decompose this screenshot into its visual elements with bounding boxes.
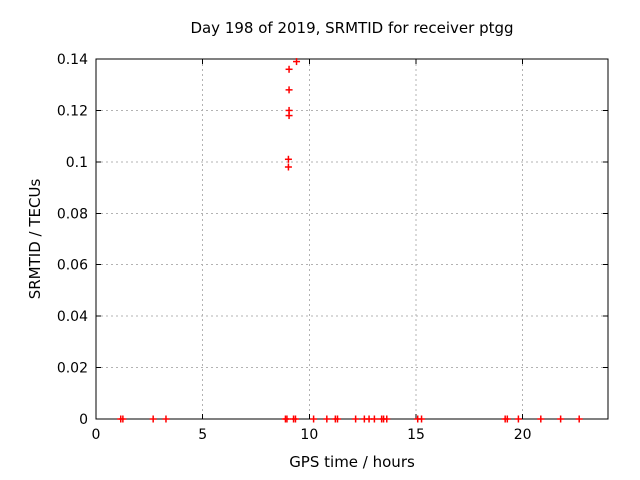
svg-text:0.08: 0.08 xyxy=(57,206,88,222)
svg-text:0.02: 0.02 xyxy=(57,361,88,377)
plot-border xyxy=(95,58,609,420)
svg-text:0.1: 0.1 xyxy=(66,155,88,171)
svg-text:0.14: 0.14 xyxy=(57,52,88,68)
svg-text:10: 10 xyxy=(300,427,318,443)
chart-title: Day 198 of 2019, SRMTID for receiver ptg… xyxy=(190,19,514,37)
svg-text:15: 15 xyxy=(407,427,425,443)
svg-text:20: 20 xyxy=(514,427,532,443)
gridlines xyxy=(96,59,608,419)
x-axis-label: GPS time / hours xyxy=(289,453,415,471)
svg-text:0.04: 0.04 xyxy=(57,309,88,325)
x-tick-labels: 0 5 10 15 20 xyxy=(92,427,532,443)
svg-text:0.06: 0.06 xyxy=(57,258,88,274)
axis-ticks xyxy=(95,58,608,420)
svg-text:0: 0 xyxy=(92,427,101,443)
data-points xyxy=(117,58,583,423)
y-tick-labels: 0 0.02 0.04 0.06 0.08 0.1 0.12 0.14 xyxy=(57,52,88,428)
svg-text:0.12: 0.12 xyxy=(57,103,88,119)
svg-text:0: 0 xyxy=(79,412,88,428)
svg-text:5: 5 xyxy=(198,427,207,443)
